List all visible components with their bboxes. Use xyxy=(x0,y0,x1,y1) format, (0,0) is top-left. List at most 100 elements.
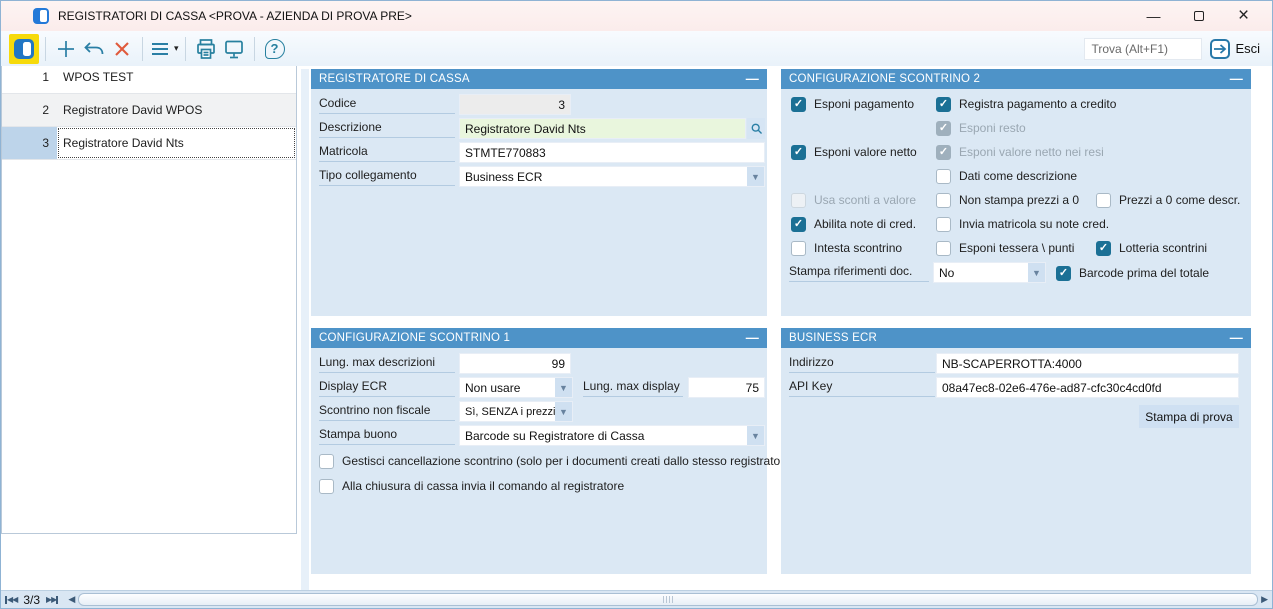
checkbox-dati-come-descrizione[interactable]: ✓Dati come descrizione xyxy=(936,167,1077,185)
checkbox-icon: ✓ xyxy=(936,96,951,112)
checkbox-icon: ✓ xyxy=(791,240,806,256)
preview-button[interactable] xyxy=(220,34,248,64)
checkbox-esponi-resto: ✓ Esponi resto xyxy=(936,119,1026,137)
checkbox-abilita-note-cred[interactable]: ✓ Abilita note di cred. xyxy=(791,215,916,233)
dropdown-value: Barcode su Registratore di Cassa xyxy=(465,428,645,443)
hamburger-icon xyxy=(152,42,168,55)
checkbox-esponi-pagamento[interactable]: ✓ Esponi pagamento xyxy=(791,95,914,113)
config1-panel-title: CONFIGURAZIONE SCONTRINO 1 xyxy=(319,332,511,344)
matricola-field[interactable]: STMTE770883 xyxy=(459,142,765,163)
tipo-collegamento-dropdown[interactable]: Business ECR ▼ xyxy=(459,166,765,187)
pager-count: 3/3 xyxy=(23,592,40,607)
checkbox-gestisci-cancellazione[interactable]: ✓ Gestisci cancellazione scontrino (solo… xyxy=(319,452,795,470)
pager-bar: ◀◀ 3/3 ▶▶ ◀ ▶ xyxy=(1,590,1272,608)
panel-splitter[interactable] xyxy=(301,69,309,602)
descrizione-field[interactable]: Registratore David Nts xyxy=(459,118,746,139)
config2-panel: CONFIGURAZIONE SCONTRINO 2 — ✓ Esponi pag… xyxy=(781,69,1251,316)
toolbar: ▾ ? Trova (Alt+F1) Esci xyxy=(1,31,1272,66)
exit-label: Esci xyxy=(1235,41,1260,56)
collapse-button[interactable]: — xyxy=(1229,330,1243,345)
delete-button[interactable] xyxy=(108,34,136,64)
checkbox-icon: ✓ xyxy=(791,144,806,160)
minimize-button[interactable]: — xyxy=(1146,8,1161,24)
scontrino-non-fiscale-dropdown[interactable]: Sì, SENZA i prezzi ▼ xyxy=(459,401,573,422)
title-bar: REGISTRATORI DI CASSA <PROVA - AZIENDA D… xyxy=(1,1,1272,31)
maximize-icon xyxy=(1193,11,1204,21)
cell-code: 3 xyxy=(2,127,57,159)
register-panel-title: REGISTRATORE DI CASSA xyxy=(319,73,470,85)
chevron-down-icon[interactable]: ▼ xyxy=(555,402,572,421)
stampa-buono-dropdown[interactable]: Barcode su Registratore di Cassa ▼ xyxy=(459,425,765,446)
undo-icon xyxy=(84,41,104,54)
checkbox-lotteria-scontrini[interactable]: ✓ Lotteria scontrini xyxy=(1096,239,1207,257)
chevron-down-icon[interactable]: ▼ xyxy=(1028,263,1045,282)
cell-code: 2 xyxy=(42,103,49,117)
stampa-riferimenti-dropdown[interactable]: No ▼ xyxy=(933,262,1046,283)
print-button[interactable] xyxy=(192,34,220,64)
dropdown-value: Non usare xyxy=(465,380,521,395)
table-row-selected[interactable]: 3 Registratore David Nts xyxy=(2,127,296,160)
app-logo-icon xyxy=(33,8,49,24)
find-input[interactable]: Trova (Alt+F1) xyxy=(1084,37,1203,60)
checkbox-icon: ✓ xyxy=(936,216,951,232)
lung-max-descrizioni-field[interactable]: 99 xyxy=(459,353,571,374)
stampa-buono-label: Stampa buono xyxy=(319,427,455,445)
toolbar-separator xyxy=(253,36,255,61)
checkbox-invia-matricola-note-cred[interactable]: ✓Invia matricola su note cred. xyxy=(936,215,1109,233)
chevron-down-icon[interactable]: ▼ xyxy=(555,378,572,397)
checkbox-icon: ✓ xyxy=(791,216,806,232)
close-button[interactable]: × xyxy=(1237,5,1250,26)
toolbar-separator xyxy=(184,36,186,61)
collapse-button[interactable]: — xyxy=(745,71,759,86)
collapse-button[interactable]: — xyxy=(745,330,759,345)
checkbox-icon: ✓ xyxy=(936,120,951,136)
lung-max-display-field[interactable]: 75 xyxy=(688,377,765,398)
business-ecr-panel: BUSINESS ECR — Indirizzo NB-SCAPERROTTA:… xyxy=(781,328,1251,574)
checkbox-esponi-tessera-punti[interactable]: ✓Esponi tessera \ punti xyxy=(936,239,1074,257)
exit-button[interactable]: Esci xyxy=(1210,38,1260,59)
first-page-button[interactable]: ◀◀ xyxy=(5,595,18,604)
checkbox-esponi-valore-netto[interactable]: ✓ Esponi valore netto xyxy=(791,143,917,161)
checkbox-icon: ✓ xyxy=(936,192,951,208)
indirizzo-label: Indirizzo xyxy=(789,355,935,373)
checkbox-non-stampa-prezzi-0[interactable]: ✓Non stampa prezzi a 0 xyxy=(936,191,1079,209)
lookup-button[interactable] xyxy=(747,118,765,139)
checkbox-icon: ✓ xyxy=(936,144,951,160)
window-title: REGISTRATORI DI CASSA <PROVA - AZIENDA D… xyxy=(58,9,412,23)
table-row[interactable]: 1 WPOS TEST xyxy=(2,61,296,94)
cell-desc: Registratore David WPOS xyxy=(63,103,203,117)
dropdown-value: Sì, SENZA i prezzi xyxy=(465,405,555,418)
api-key-field[interactable]: 08a47ec8-02e6-476e-ad87-cfc30c4cd0fd xyxy=(936,377,1239,398)
scroll-right-icon[interactable]: ▶ xyxy=(1261,594,1268,604)
checkbox-chiusura-cassa[interactable]: ✓ Alla chiusura di cassa invia il comand… xyxy=(319,477,624,495)
undo-button[interactable] xyxy=(80,34,108,64)
chevron-down-icon[interactable]: ▼ xyxy=(747,167,764,186)
checkbox-registra-pagamento-credito[interactable]: ✓ Registra pagamento a credito xyxy=(936,95,1116,113)
horizontal-scrollbar[interactable]: ◀ ▶ xyxy=(68,593,1268,606)
chevron-down-icon[interactable]: ▼ xyxy=(747,426,764,445)
checkbox-icon: ✓ xyxy=(936,168,951,184)
checkbox-icon: ✓ xyxy=(1096,240,1111,256)
dropdown-value: Business ECR xyxy=(465,169,543,184)
table-row[interactable]: 2 Registratore David WPOS xyxy=(2,94,296,127)
last-page-button[interactable]: ▶▶ xyxy=(46,595,59,604)
checkbox-prezzi-0-come-descr[interactable]: ✓Prezzi a 0 come descr. xyxy=(1096,191,1240,209)
indirizzo-field[interactable]: NB-SCAPERROTTA:4000 xyxy=(936,353,1239,374)
checkbox-intesta-scontrino[interactable]: ✓Intesta scontrino xyxy=(791,239,902,257)
stampa-di-prova-button[interactable]: Stampa di prova xyxy=(1139,405,1239,428)
maximize-button[interactable] xyxy=(1176,1,1221,31)
panel-toggle-button[interactable] xyxy=(9,33,39,64)
display-ecr-label: Display ECR xyxy=(319,379,455,397)
checkbox-barcode-prima-totale[interactable]: ✓ Barcode prima del totale xyxy=(1056,264,1209,282)
api-key-label: API Key xyxy=(789,379,935,397)
checkbox-icon: ✓ xyxy=(1056,265,1071,281)
scroll-left-icon[interactable]: ◀ xyxy=(68,594,76,604)
help-button[interactable]: ? xyxy=(261,34,289,64)
checkbox-icon: ✓ xyxy=(936,240,951,256)
collapse-button[interactable]: — xyxy=(1229,71,1243,86)
checkbox-icon: ✓ xyxy=(319,453,334,469)
display-ecr-dropdown[interactable]: Non usare ▼ xyxy=(459,377,573,398)
scrollbar-thumb[interactable] xyxy=(78,593,1259,606)
menu-button[interactable]: ▾ xyxy=(149,34,179,64)
add-button[interactable] xyxy=(52,34,80,64)
